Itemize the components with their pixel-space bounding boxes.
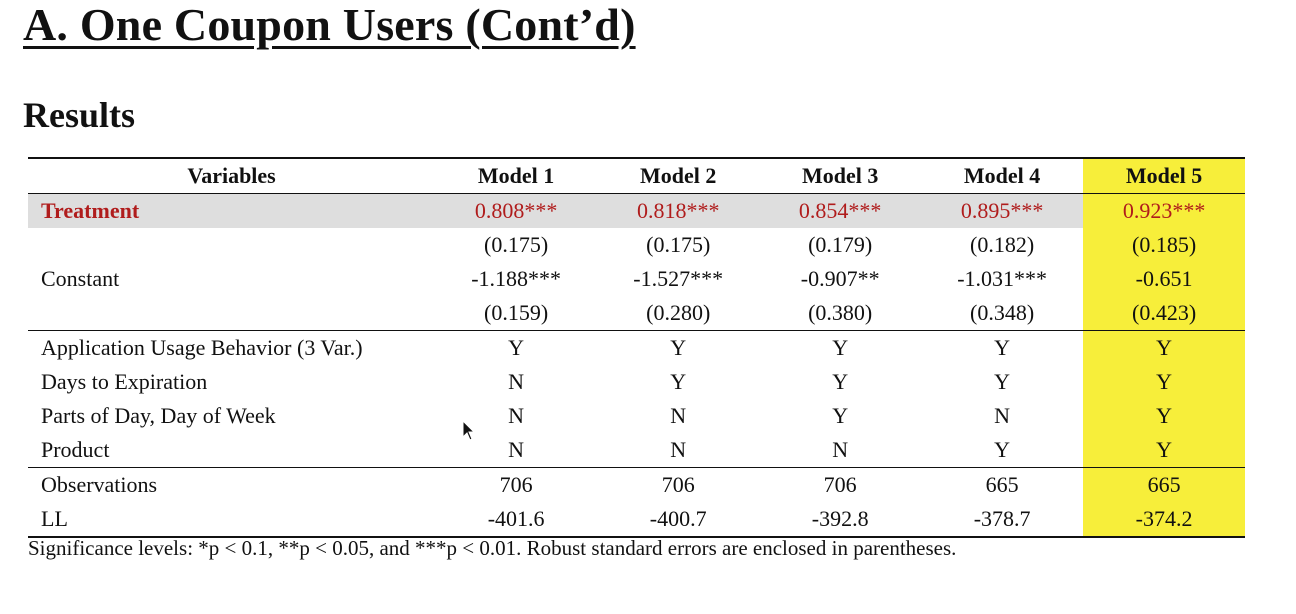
control-value: N [994, 403, 1011, 428]
control-value: N [670, 403, 687, 428]
stat-value: -401.6 [435, 502, 598, 538]
header-model-5: Model 5 [1083, 157, 1245, 194]
treatment-se-2: (0.175) [646, 232, 711, 257]
constant-coef-2: -1.527*** [633, 266, 724, 291]
control-value: Y [994, 335, 1011, 360]
header-model-3: Model 3 [759, 157, 922, 194]
control-label: Application Usage Behavior (3 Var.) [41, 335, 363, 360]
constant-se-1: (0.159) [435, 296, 598, 331]
constant-se-row: (0.159) (0.280) (0.380) (0.348) (0.423) [28, 296, 1245, 331]
control-value: Y [832, 403, 849, 428]
control-value: N [508, 369, 525, 394]
treatment-se-4: (0.182) [970, 232, 1035, 257]
constant-coef-3: -0.907** [800, 266, 880, 291]
control-value: Y [832, 369, 849, 394]
constant-label: Constant [41, 266, 120, 291]
stat-value: 706 [661, 472, 695, 497]
slide-title: A. One Coupon Users (Cont’d) [23, 0, 636, 50]
constant-coef-5: -0.651 [1083, 262, 1245, 296]
control-row-expiration: Days to Expiration N Y Y Y Y [28, 365, 1245, 399]
control-label: Days to Expiration [41, 369, 208, 394]
constant-se-3: (0.380) [759, 296, 922, 331]
stat-value: -392.8 [759, 502, 922, 538]
mouse-pointer-icon [462, 420, 476, 441]
header-row: Variables Model 1 Model 2 Model 3 Model … [28, 157, 1245, 194]
stat-label: LL [28, 502, 436, 538]
constant-coef-1: -1.188*** [471, 266, 562, 291]
treatment-coef-5: 0.923*** [1083, 193, 1245, 228]
stat-value: -378.7 [921, 502, 1084, 538]
constant-row: Constant -1.188*** -1.527*** -0.907** -1… [28, 262, 1245, 296]
control-value: Y [994, 369, 1011, 394]
control-value: Y [1083, 433, 1245, 468]
header-variables: Variables [28, 157, 436, 194]
results-table: Variables Model 1 Model 2 Model 3 Model … [28, 157, 1245, 538]
control-value: Y [1083, 365, 1245, 399]
treatment-se-3: (0.179) [808, 232, 873, 257]
control-row-usage: Application Usage Behavior (3 Var.) Y Y … [28, 330, 1245, 365]
stat-value: -374.2 [1083, 502, 1245, 538]
ll-row: LL -401.6 -400.7 -392.8 -378.7 -374.2 [28, 502, 1245, 538]
control-value: Y [670, 369, 687, 394]
control-value: Y [832, 335, 849, 360]
header-model-1: Model 1 [435, 157, 598, 194]
stat-label: Observations [41, 472, 158, 497]
treatment-se-row: (0.175) (0.175) (0.179) (0.182) (0.185) [28, 228, 1245, 262]
treatment-se-1: (0.175) [484, 232, 549, 257]
treatment-coef-1: 0.808*** [435, 193, 598, 228]
treatment-se-5: (0.185) [1083, 228, 1245, 262]
control-value: Y [1083, 330, 1245, 365]
treatment-coef-3: 0.854*** [759, 193, 922, 228]
treatment-label: Treatment [28, 193, 436, 228]
stat-value: 706 [499, 472, 533, 497]
control-label: Parts of Day, Day of Week [41, 403, 276, 428]
significance-note: Significance levels: *p < 0.1, **p < 0.0… [28, 536, 957, 560]
control-value: N [759, 433, 922, 468]
stat-value: 665 [1083, 467, 1245, 502]
header-model-2: Model 2 [597, 157, 760, 194]
control-value: N [508, 403, 525, 428]
treatment-coef-4: 0.895*** [921, 193, 1084, 228]
control-value: Y [670, 335, 687, 360]
observations-row: Observations 706 706 706 665 665 [28, 467, 1245, 502]
control-row-day-parts: Parts of Day, Day of Week N N Y N Y [28, 399, 1245, 433]
control-value: N [597, 433, 760, 468]
control-value: Y [508, 335, 525, 360]
constant-se-2: (0.280) [597, 296, 760, 331]
stat-value: 706 [823, 472, 857, 497]
section-heading: Results [23, 95, 136, 135]
stat-value: 665 [985, 472, 1019, 497]
treatment-coef-2: 0.818*** [597, 193, 760, 228]
control-value: Y [921, 433, 1084, 468]
control-value: Y [1083, 399, 1245, 433]
control-row-product: Product N N N Y Y [28, 433, 1245, 468]
treatment-row: Treatment 0.808*** 0.818*** 0.854*** 0.8… [28, 193, 1245, 228]
constant-se-4: (0.348) [921, 296, 1084, 331]
constant-se-5: (0.423) [1083, 296, 1245, 331]
constant-coef-4: -1.031*** [957, 266, 1048, 291]
header-model-4: Model 4 [921, 157, 1084, 194]
stat-value: -400.7 [597, 502, 760, 538]
control-label: Product [28, 433, 436, 468]
control-value: N [435, 433, 598, 468]
